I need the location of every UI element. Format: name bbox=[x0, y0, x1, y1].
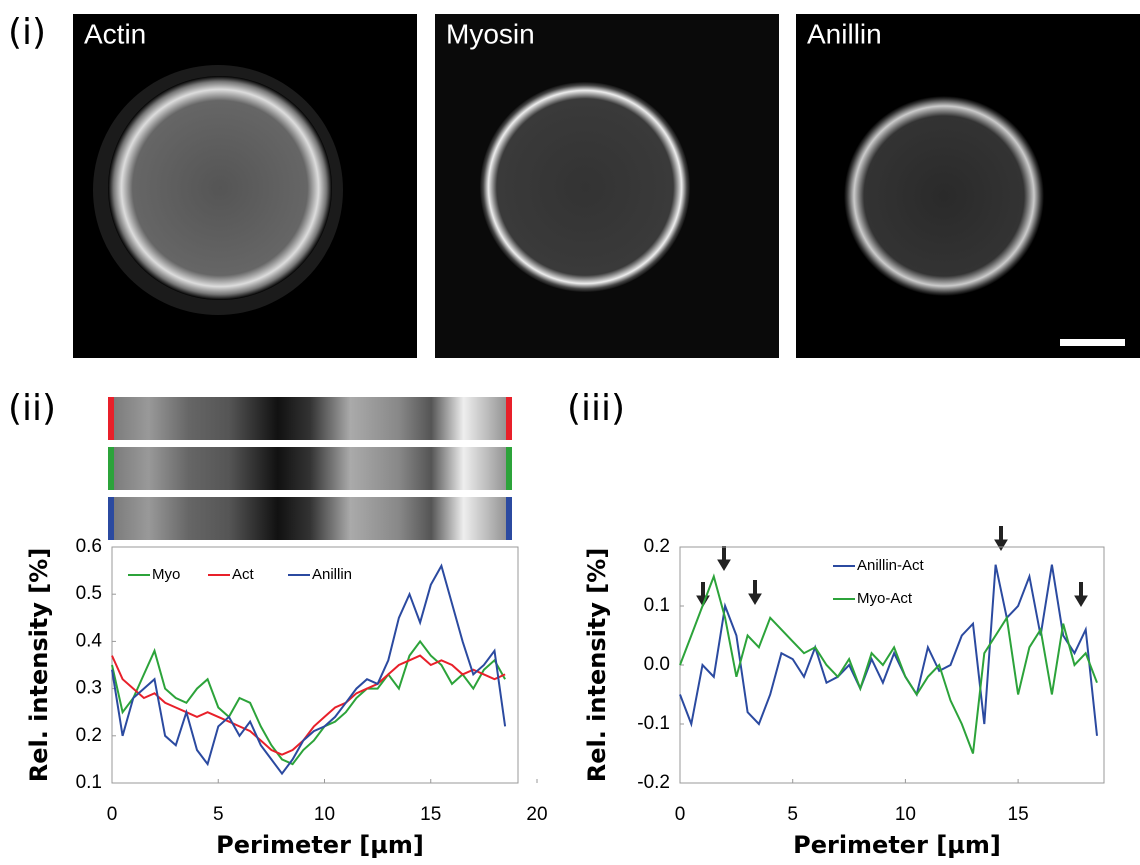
kymograph-edge bbox=[108, 447, 114, 490]
panel-label: (ii) bbox=[8, 388, 56, 429]
x-axis-label: Perimeter [µm] bbox=[216, 831, 424, 859]
arrow-head bbox=[748, 593, 762, 605]
y-axis-label: Rel. intensity [%] bbox=[25, 548, 53, 783]
legend-label: Act bbox=[232, 566, 255, 583]
legend-label: Myo bbox=[152, 566, 180, 583]
x-tick-label: 10 bbox=[895, 804, 916, 825]
y-tick-label: -0.1 bbox=[637, 713, 670, 734]
y-tick-label: 0.5 bbox=[76, 583, 102, 604]
x-tick-label: 15 bbox=[420, 804, 441, 825]
panel-label: (i) bbox=[8, 12, 46, 53]
legend-label: Anillin-Act bbox=[857, 557, 925, 574]
kymograph-edge bbox=[506, 397, 512, 440]
series-line bbox=[111, 639, 506, 766]
x-tick-label: 10 bbox=[314, 804, 335, 825]
y-axis-label: Rel. intensity [%] bbox=[583, 548, 611, 783]
series-line bbox=[679, 564, 1098, 736]
cell bbox=[480, 82, 690, 292]
scale-bar bbox=[1060, 339, 1125, 346]
panel-label: (iii) bbox=[567, 388, 625, 429]
x-axis-label: Perimeter [µm] bbox=[793, 831, 1001, 859]
legend-label: Anillin bbox=[312, 566, 352, 583]
arrow-head bbox=[1074, 595, 1088, 607]
cell bbox=[108, 76, 332, 300]
kymograph-edge bbox=[506, 447, 512, 490]
y-tick-label: 0.2 bbox=[76, 725, 102, 746]
legend-label: Myo-Act bbox=[857, 590, 913, 607]
y-tick-label: 0.1 bbox=[644, 595, 670, 616]
image-label: Actin bbox=[84, 18, 146, 49]
y-tick-label: -0.2 bbox=[637, 772, 670, 793]
kymograph-edge bbox=[108, 397, 114, 440]
x-tick-label: 0 bbox=[675, 804, 686, 825]
kymograph bbox=[108, 497, 512, 540]
image-label: Myosin bbox=[446, 18, 535, 49]
arrow-head bbox=[717, 559, 731, 571]
y-tick-label: 0.6 bbox=[76, 536, 102, 557]
x-tick-label: 5 bbox=[213, 804, 224, 825]
series-line bbox=[111, 654, 506, 756]
x-tick-label: 20 bbox=[526, 804, 547, 825]
series-line bbox=[111, 563, 507, 776]
y-tick-label: 0.1 bbox=[76, 772, 102, 793]
series-line bbox=[679, 573, 1098, 754]
x-tick-label: 5 bbox=[787, 804, 798, 825]
image-label: Anillin bbox=[807, 18, 882, 49]
y-tick-label: 0.3 bbox=[76, 678, 102, 699]
kymograph bbox=[108, 397, 512, 440]
y-tick-label: 0.4 bbox=[76, 630, 103, 651]
kymograph-edge bbox=[108, 497, 114, 540]
cell bbox=[844, 96, 1044, 296]
arrow-head bbox=[994, 539, 1008, 551]
y-tick-label: 0.2 bbox=[644, 536, 670, 557]
kymograph bbox=[108, 447, 512, 490]
kymograph-edge bbox=[506, 497, 512, 540]
x-tick-label: 0 bbox=[107, 804, 118, 825]
x-tick-label: 15 bbox=[1008, 804, 1029, 825]
y-tick-label: 0.0 bbox=[644, 654, 670, 675]
plot-frame bbox=[679, 546, 1105, 784]
